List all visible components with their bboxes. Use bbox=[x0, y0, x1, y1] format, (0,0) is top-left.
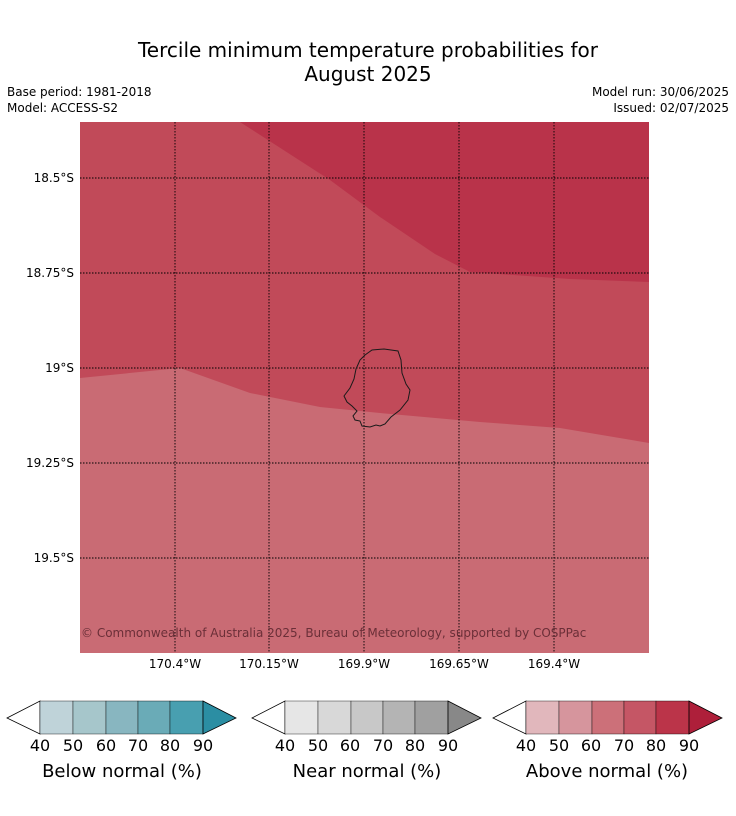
colorbar-swatch bbox=[39, 700, 74, 735]
colorbar-tick: 80 bbox=[159, 736, 181, 755]
colorbar-extend-max bbox=[688, 700, 723, 735]
colorbar-swatch bbox=[558, 700, 593, 735]
colorbar-swatch bbox=[414, 700, 449, 735]
issued-date: Issued: 02/07/2025 bbox=[613, 101, 729, 115]
colorbar-swatch bbox=[137, 700, 171, 735]
lat-label: 18.75°S bbox=[26, 266, 74, 280]
colorbar-extend-min bbox=[251, 700, 286, 735]
colorbar-swatch bbox=[169, 700, 204, 735]
colorbar-tick: 60 bbox=[580, 736, 602, 755]
colorbar-tick: 50 bbox=[62, 736, 84, 755]
colorbar-extend-max bbox=[447, 700, 482, 735]
colorbar-swatch bbox=[591, 700, 625, 735]
colorbar-swatch bbox=[72, 700, 107, 735]
colorbar-swatch bbox=[655, 700, 690, 735]
colorbar-extend-min bbox=[6, 700, 41, 735]
zone-above-80-90 bbox=[240, 122, 649, 282]
lon-label: 169.4°W bbox=[527, 657, 581, 671]
colorbar-tick: 50 bbox=[548, 736, 570, 755]
base-period: Base period: 1981-2018 bbox=[7, 85, 152, 99]
lat-label: 19.5°S bbox=[33, 551, 74, 565]
title-line-2: August 2025 bbox=[304, 62, 432, 86]
colorbar-tick: 60 bbox=[95, 736, 117, 755]
colorbar-swatch bbox=[525, 700, 560, 735]
lat-label: 18.5°S bbox=[33, 171, 74, 185]
colorbar-swatch bbox=[284, 700, 319, 735]
colorbar-tick: 80 bbox=[404, 736, 426, 755]
chart-title: Tercile minimum temperature probabilitie… bbox=[0, 38, 736, 86]
colorbar-above-normal bbox=[492, 700, 723, 735]
colorbar-tick: 70 bbox=[127, 736, 149, 755]
colorbar-tick: 90 bbox=[192, 736, 214, 755]
colorbar-tick: 50 bbox=[307, 736, 329, 755]
colorbar-tick: 40 bbox=[274, 736, 296, 755]
colorbar-label: Below normal (%) bbox=[42, 761, 202, 782]
colorbar-tick: 90 bbox=[678, 736, 700, 755]
colorbar-below-normal bbox=[6, 700, 237, 735]
meta-left: Base period: 1981-2018 Model: ACCESS-S2 bbox=[7, 84, 152, 116]
colorbar-swatch bbox=[105, 700, 139, 735]
lat-label: 19.25°S bbox=[26, 456, 74, 470]
colorbar-extend-max bbox=[202, 700, 237, 735]
colorbar-swatch bbox=[382, 700, 416, 735]
lon-label: 169.65°W bbox=[429, 657, 489, 671]
colorbar-tick: 60 bbox=[339, 736, 361, 755]
colorbar-swatch bbox=[317, 700, 352, 735]
colorbar-label: Near normal (%) bbox=[292, 761, 442, 782]
colorbar-swatch bbox=[623, 700, 657, 735]
colorbar-tick: 40 bbox=[29, 736, 51, 755]
colorbar-tick: 70 bbox=[372, 736, 394, 755]
colorbar-extend-min bbox=[492, 700, 527, 735]
lon-label: 170.15°W bbox=[239, 657, 299, 671]
lat-label: 19°S bbox=[45, 361, 74, 375]
niue-island-outline bbox=[343, 348, 411, 428]
colorbar-swatch bbox=[350, 700, 384, 735]
meta-right: Model run: 30/06/2025 Issued: 02/07/2025 bbox=[592, 84, 729, 116]
colorbar-tick: 70 bbox=[613, 736, 635, 755]
title-line-1: Tercile minimum temperature probabilitie… bbox=[137, 38, 599, 62]
lon-label: 170.4°W bbox=[148, 657, 202, 671]
colorbar-near-normal bbox=[251, 700, 482, 735]
colorbar-label: Above normal (%) bbox=[525, 761, 689, 782]
graticule bbox=[80, 122, 649, 653]
lon-label: 169.9°W bbox=[337, 657, 391, 671]
colorbar-tick: 80 bbox=[645, 736, 667, 755]
model-run: Model run: 30/06/2025 bbox=[591, 85, 729, 99]
colorbar-tick: 90 bbox=[437, 736, 459, 755]
map-panel bbox=[80, 122, 649, 653]
model-name: Model: ACCESS-S2 bbox=[7, 101, 119, 115]
copyright-notice: © Commonwealth of Australia 2025, Bureau… bbox=[81, 626, 587, 640]
colorbar-tick: 40 bbox=[515, 736, 537, 755]
